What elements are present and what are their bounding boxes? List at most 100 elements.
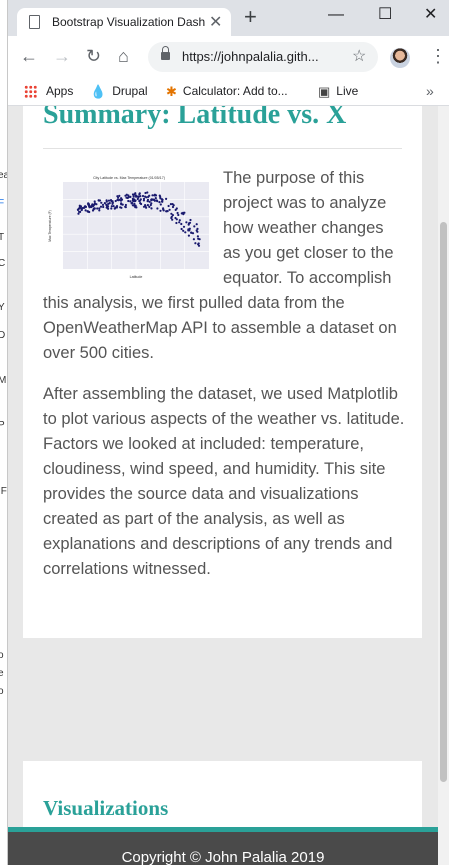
scatter-point [137,196,140,199]
bookmark-live[interactable]: ▣ Live [318,84,358,100]
scatter-point [127,199,130,203]
heading-divider [43,148,402,149]
scatter-point [130,202,133,205]
bookmark-star-icon[interactable]: ☆ [352,48,367,65]
scatter-point [187,228,190,231]
scatter-point [77,212,80,215]
scatter-point [146,191,149,194]
forward-icon[interactable]: → [53,46,71,66]
scatter-point [120,206,123,209]
url-text[interactable]: https://johnpalalia.gith... [182,49,319,64]
scatter-point [112,205,115,208]
scatter-point [125,196,128,199]
summary-card: Summary: Latitude vs. X City Latitude vs… [23,106,422,638]
scatter-point [84,205,87,208]
scatter-point [169,203,172,206]
scatter-point [110,207,113,210]
scatter-point [170,212,173,215]
scatter-point [103,202,106,205]
scatter-point [117,196,120,199]
scatter-points [76,191,201,247]
scatter-point [139,199,142,202]
scatter-point [195,229,198,232]
scatter-point [78,204,81,207]
background-window-fragment: o [0,650,4,661]
scatter-point [165,197,168,200]
scatter-point [171,218,174,221]
maximize-button[interactable]: ☐ [378,6,393,23]
scatter-point [196,235,199,238]
scatter-point [131,197,134,200]
scatter-point [113,207,116,210]
lock-icon[interactable] [161,46,170,61]
address-bar[interactable]: https://johnpalalia.gith... ☆ [148,42,378,72]
bookmarks-overflow-icon[interactable]: » [426,83,434,99]
scatter-point [97,199,100,202]
scatter-point [105,203,108,206]
bookmark-calculator[interactable]: ✱ Calculator: Add to... [166,84,288,100]
background-window-fragment: o [0,686,4,697]
bookmarks-bar: Apps 💧 Drupal ✱ Calculator: Add to... ▣ Liv… [8,78,449,106]
background-window-fragment: ea [0,170,7,181]
scatter-point [132,193,135,196]
scatter-point [162,208,165,211]
scatter-point [106,205,110,208]
background-window-fragment: M [0,375,6,386]
summary-paragraph: After assembling the dataset, we used Ma… [43,385,405,578]
page-footer: Copyright © John Palalia 2019 [8,827,438,865]
latitude-temperature-thumbnail[interactable]: City Latitude vs. Max Temperature (01/05… [43,172,213,282]
scatter-point [158,194,161,197]
bookmark-label: Live [336,84,359,99]
bookmark-label: Apps [46,84,74,98]
scatter-point [95,203,98,206]
page-scrollbar[interactable] [438,106,449,865]
scatter-point [167,204,170,208]
scatter-point [182,225,186,228]
scatter-point [146,204,149,207]
scatter-point [99,205,103,208]
scatter-point [88,206,91,209]
scatter-point [144,191,147,195]
scatter-point [180,222,183,226]
background-window-strip: ea F T C Y D M P ,F o e o [0,0,8,865]
scrollbar-thumb[interactable] [440,222,447,782]
menu-icon[interactable]: ⋮ [429,46,447,66]
scatter-point [168,208,171,211]
reload-icon[interactable]: ↻ [86,46,102,66]
scatter-point [132,195,135,198]
scatter-point [124,203,127,207]
tab-close-icon[interactable]: ✕ [209,14,223,31]
new-tab-button[interactable]: + [244,4,257,29]
home-icon[interactable]: ⌂ [118,46,129,66]
profile-avatar[interactable] [390,48,410,68]
minimize-button[interactable]: — [328,6,344,23]
scatter-point [170,216,173,220]
scatter-point [174,208,177,211]
summary-paragraph: City Latitude vs. Max Temperature (01/05… [43,166,405,366]
summary-heading: Summary: Latitude vs. X [43,106,347,130]
scatter-point [138,193,141,196]
scatter-point [93,207,96,210]
active-tab[interactable]: Bootstrap Visualization Dashboard ✕ [17,8,231,36]
close-window-button[interactable]: ✕ [424,6,438,23]
browser-window: Bootstrap Visualization Dashboard ✕ + — … [8,0,449,865]
scatter-point [76,208,80,211]
scatter-point [175,221,178,225]
scatter-point [134,204,137,207]
back-icon[interactable]: ← [20,46,38,66]
background-window-fragment: ,F [0,486,7,497]
scatter-point [187,222,191,225]
summary-body: City Latitude vs. Max Temperature (01/05… [43,166,405,598]
scatter-point [80,208,83,211]
scatter-point [156,200,159,203]
scatter-point [129,200,132,203]
visualizations-heading: Visualizations [43,796,169,820]
background-window-fragment: P [0,420,5,431]
background-window-fragment: e [0,668,4,679]
scatter-point [118,198,121,201]
scatter-point [107,207,110,210]
scatter-point [153,199,156,202]
bookmark-drupal[interactable]: 💧 Drupal [90,84,148,100]
bookmark-apps[interactable]: Apps [24,84,74,99]
scatter-point [140,202,143,206]
